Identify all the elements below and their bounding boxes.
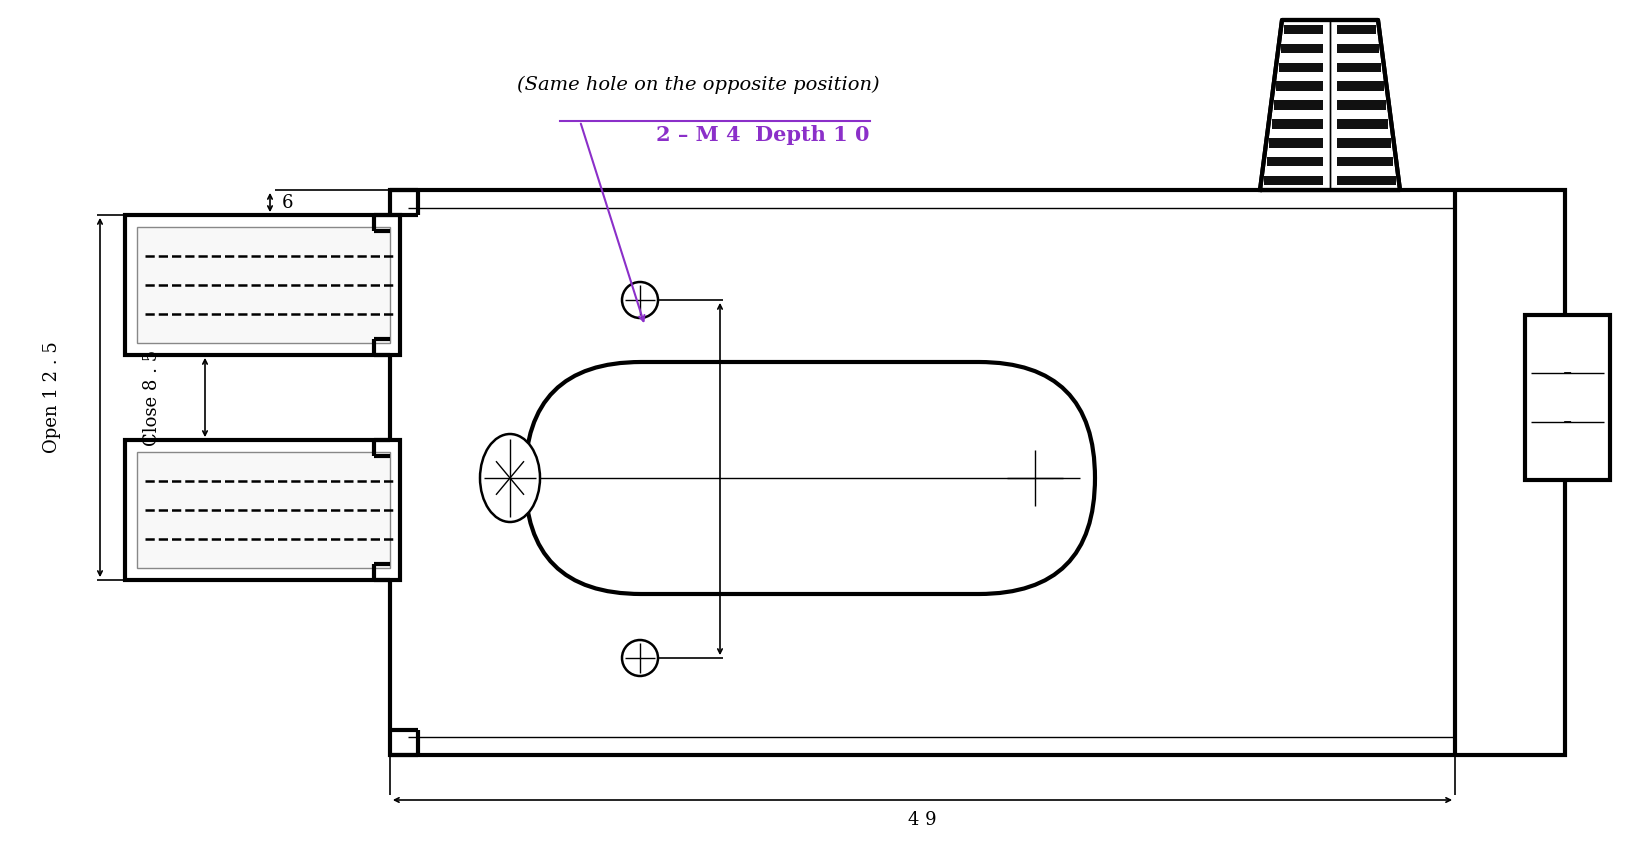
Circle shape (623, 282, 659, 318)
Text: −: − (1563, 368, 1573, 378)
Circle shape (623, 640, 659, 676)
Text: 4 9: 4 9 (907, 811, 937, 829)
Text: −: − (1563, 417, 1573, 427)
Bar (1337, 100, 1387, 110)
Bar (1270, 138, 1323, 148)
Ellipse shape (479, 434, 540, 522)
Bar (390, 190, 1565, 755)
Bar (1337, 119, 1388, 128)
Bar (137, 227, 390, 343)
Bar (1276, 81, 1323, 91)
Bar (1337, 157, 1393, 166)
Bar (1337, 62, 1382, 72)
Text: Close 8 . 5: Close 8 . 5 (143, 349, 161, 446)
Bar (1265, 176, 1323, 186)
Bar (1337, 24, 1377, 34)
Text: Open 1 2 . 5: Open 1 2 . 5 (43, 342, 61, 453)
Bar (1275, 100, 1323, 110)
Bar (1337, 176, 1395, 186)
Text: (Same hole on the opposite position): (Same hole on the opposite position) (517, 76, 879, 95)
Bar (1337, 81, 1383, 91)
Bar (1337, 138, 1390, 148)
Bar (1267, 157, 1323, 166)
Text: 6: 6 (282, 193, 293, 212)
Bar (125, 440, 400, 580)
Polygon shape (1260, 20, 1400, 190)
Bar (125, 215, 400, 355)
Bar (1337, 44, 1379, 53)
Bar (1278, 62, 1323, 72)
Bar (1283, 24, 1323, 34)
Bar (1281, 44, 1323, 53)
Text: 2 – M 4  Depth 1 0: 2 – M 4 Depth 1 0 (657, 125, 870, 145)
Text: 2 2: 2 2 (736, 465, 754, 493)
FancyBboxPatch shape (525, 362, 1095, 594)
Bar (137, 452, 390, 568)
Bar (1271, 119, 1323, 128)
Bar (1525, 315, 1611, 480)
